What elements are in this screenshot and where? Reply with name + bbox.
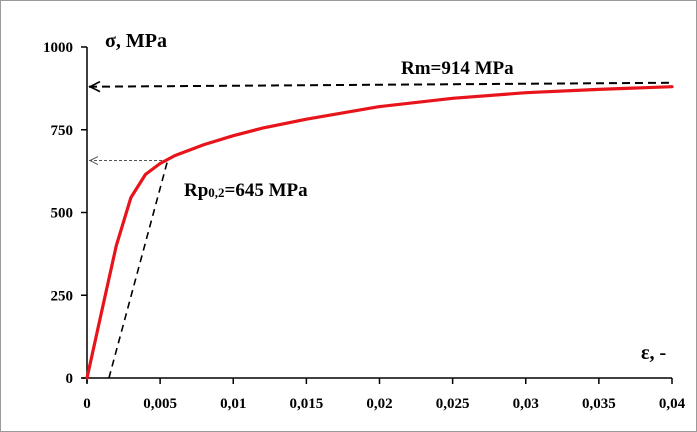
x-tick-label: 0,03 bbox=[513, 396, 539, 412]
rp-annotation-prefix: Rp bbox=[184, 180, 208, 201]
rp-annotation-subscript: 0,2 bbox=[208, 185, 224, 200]
rp-annotation: Rp0,2=645 MPa bbox=[184, 180, 308, 201]
x-tick-label: 0,005 bbox=[143, 396, 177, 412]
offset-dashed-line bbox=[108, 160, 169, 379]
stress-strain-curve bbox=[85, 85, 674, 380]
y-tick-label: 250 bbox=[51, 288, 74, 304]
x-tick-label: 0,015 bbox=[290, 396, 324, 412]
x-tick-label: 0,02 bbox=[366, 396, 392, 412]
y-axis-ticks: 0 250 500 750 1000 bbox=[43, 40, 87, 387]
rm-dashed-line bbox=[88, 80, 673, 93]
x-tick-label: 0 bbox=[83, 396, 91, 412]
y-tick-label: 1000 bbox=[43, 40, 73, 56]
x-tick-label: 0,01 bbox=[220, 396, 246, 412]
x-tick-label: 0,035 bbox=[582, 396, 616, 412]
rm-annotation: Rm=914 MPa bbox=[401, 58, 514, 79]
rp-annotation-suffix: =645 MPa bbox=[225, 180, 309, 201]
y-axis-title: σ, MPa bbox=[105, 30, 167, 52]
y-tick-label: 0 bbox=[66, 371, 74, 387]
x-tick-label: 0,025 bbox=[436, 396, 470, 412]
y-tick-label: 500 bbox=[51, 206, 74, 222]
x-axis-ticks: 0 0,005 0,01 0,015 0,02 0,025 0,03 0,035 0,04 bbox=[83, 378, 686, 412]
axes bbox=[82, 47, 672, 383]
y-tick-label: 750 bbox=[51, 123, 74, 139]
x-axis-title: ε, - bbox=[641, 342, 666, 364]
x-tick-label: 0,04 bbox=[659, 396, 686, 412]
